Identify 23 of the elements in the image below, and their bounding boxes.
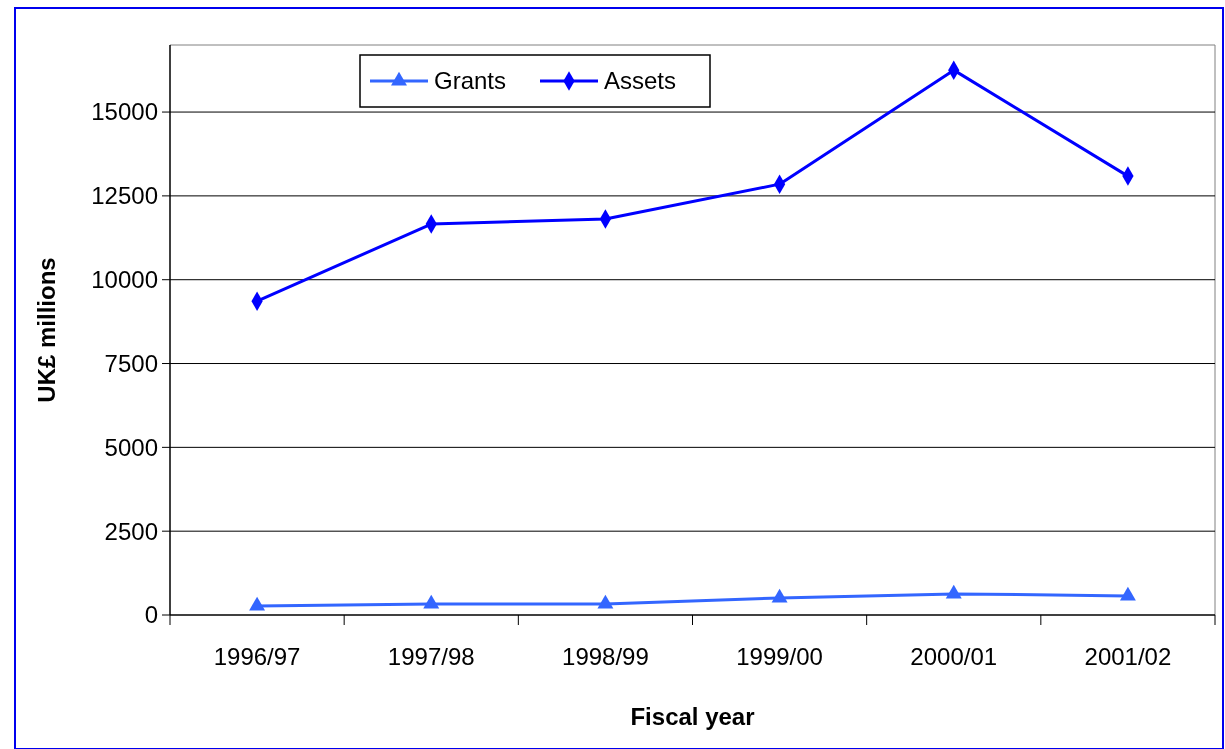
- point: [1119, 586, 1136, 601]
- legend-label: Grants: [434, 67, 507, 95]
- y-tick-label: 15000: [91, 98, 158, 126]
- x-axis-title: Fiscal year: [630, 703, 755, 730]
- point: [945, 584, 962, 599]
- x-tick-label: 2001/02: [1084, 643, 1172, 670]
- y-tick-label: 2500: [104, 517, 158, 545]
- y-axis-title: UK£ millions: [33, 257, 60, 403]
- y-tick-label: 7500: [104, 349, 158, 377]
- y-tick-label: 12500: [91, 182, 158, 210]
- legend-label: Assets: [604, 67, 677, 95]
- point: [771, 588, 788, 603]
- x-tick-label: 1998/99: [562, 643, 649, 670]
- y-tick-label: 0: [144, 601, 158, 629]
- y-tick-label: 5000: [104, 433, 158, 461]
- x-tick-label: 1996/97: [213, 643, 301, 670]
- point: [597, 594, 614, 609]
- x-tick-label: 1997/98: [387, 643, 475, 670]
- x-tick-label: 2000/01: [910, 643, 998, 670]
- point: [423, 594, 440, 609]
- y-tick-label: 10000: [91, 266, 158, 294]
- x-tick-label: 1999/00: [736, 643, 823, 670]
- point: [249, 596, 266, 611]
